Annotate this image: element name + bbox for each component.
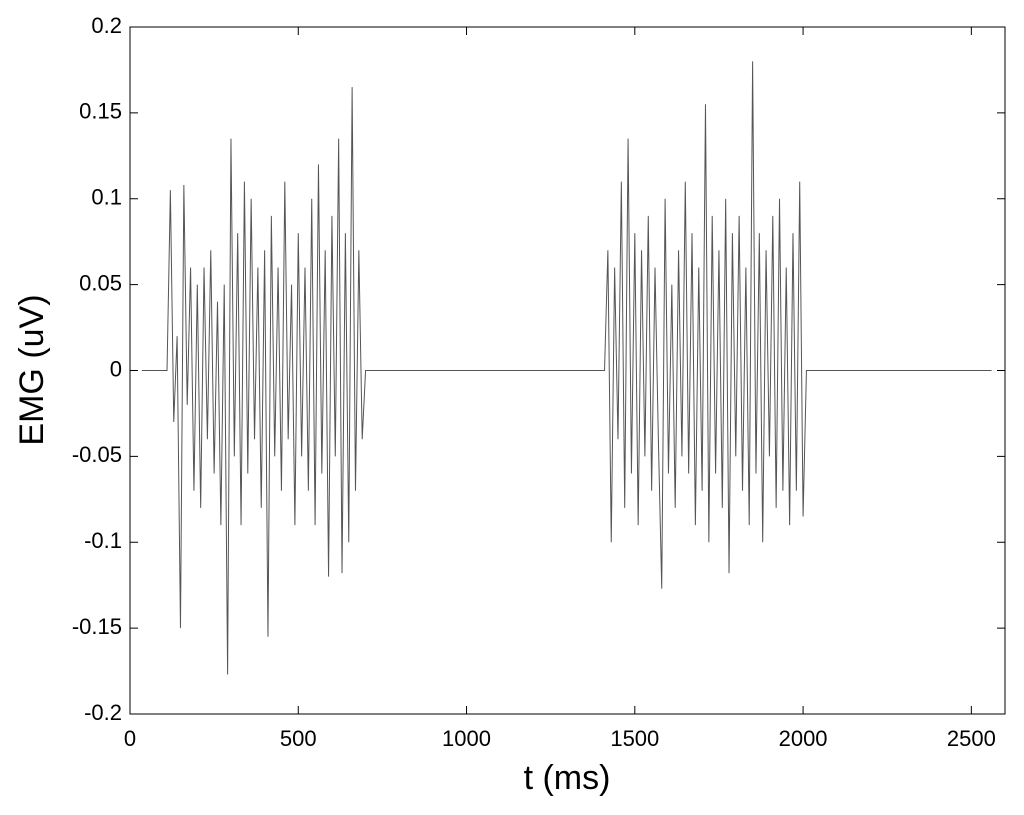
y-tick-label: -0.05 bbox=[72, 442, 122, 467]
x-tick-label: 1000 bbox=[442, 726, 491, 751]
x-axis-label: t (ms) bbox=[524, 759, 611, 797]
y-tick-label: 0.05 bbox=[79, 270, 122, 295]
signal-line bbox=[141, 61, 992, 675]
y-tick-label: 0.1 bbox=[91, 185, 122, 210]
x-tick-label: 0 bbox=[124, 726, 136, 751]
y-tick-label: 0.15 bbox=[79, 99, 122, 124]
x-tick-label: 2500 bbox=[947, 726, 996, 751]
y-tick-label: -0.1 bbox=[84, 528, 122, 553]
y-tick-label: -0.15 bbox=[72, 614, 122, 639]
x-tick-label: 2000 bbox=[779, 726, 828, 751]
y-tick-label: -0.2 bbox=[84, 700, 122, 725]
x-tick-label: 500 bbox=[280, 726, 317, 751]
y-tick-label: 0 bbox=[110, 356, 122, 381]
y-axis-label: EMG (uV) bbox=[13, 294, 51, 445]
x-tick-label: 1500 bbox=[610, 726, 659, 751]
y-tick-label: 0.2 bbox=[91, 13, 122, 38]
